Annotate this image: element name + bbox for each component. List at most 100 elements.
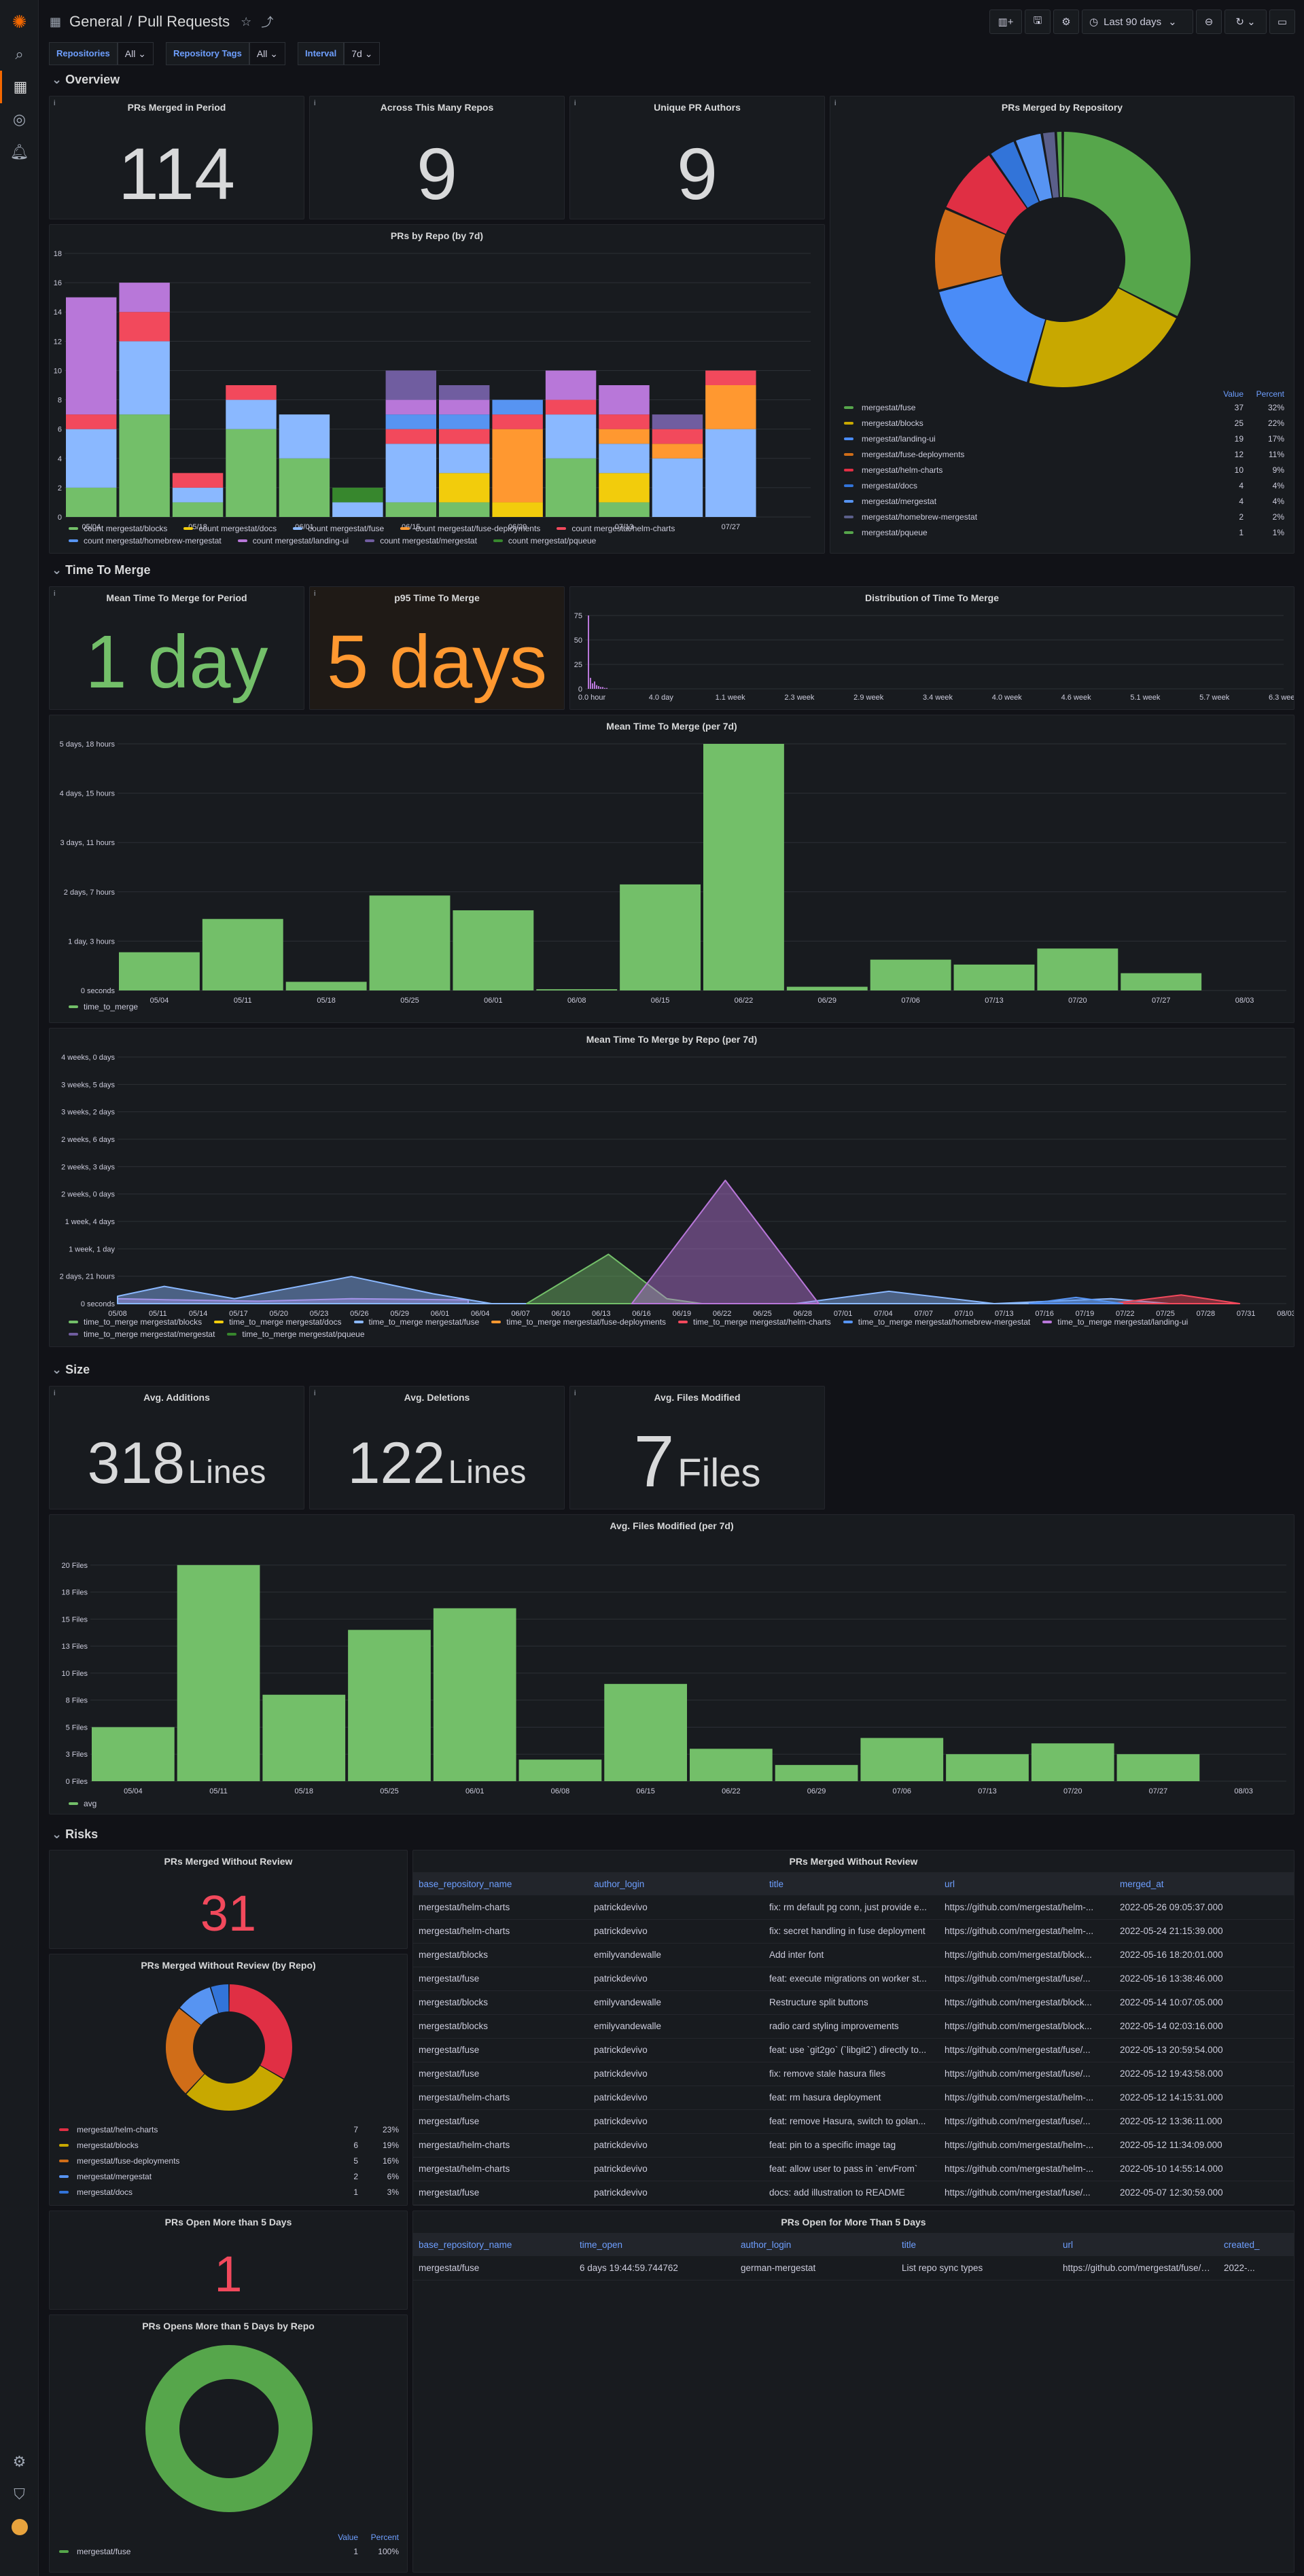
settings-icon[interactable]: ⚙ bbox=[12, 2453, 27, 2470]
info-icon[interactable]: i bbox=[574, 99, 576, 107]
column-header[interactable]: title bbox=[896, 2233, 1057, 2256]
legend-row[interactable]: mergestat/mergestat 2 6% bbox=[59, 2168, 399, 2184]
stat-open-5-days[interactable]: PRs Open More than 5 Days 1 bbox=[49, 2211, 408, 2310]
column-header[interactable]: url bbox=[939, 1872, 1114, 1895]
info-icon[interactable]: i bbox=[54, 1389, 56, 1397]
legend-item[interactable]: time_to_merge mergestat/pqueue bbox=[227, 1329, 365, 1339]
column-header[interactable]: merged_at bbox=[1114, 1872, 1294, 1895]
var-interval-select[interactable]: 7d ⌄ bbox=[344, 42, 381, 65]
legend-item[interactable]: time_to_merge mergestat/fuse bbox=[353, 1317, 479, 1327]
table-row[interactable]: mergestat/fuse patrickdevivo docs: add ill… bbox=[413, 2181, 1294, 2205]
search-icon[interactable]: ⌕ bbox=[15, 46, 24, 62]
legend-row[interactable]: mergestat/fuse 1 100% bbox=[59, 2543, 399, 2559]
dashboard-settings-button[interactable]: ⚙ bbox=[1053, 10, 1079, 34]
table-row[interactable]: mergestat/helm-charts patrickdevivo feat: … bbox=[413, 2157, 1294, 2181]
info-icon[interactable]: i bbox=[54, 99, 56, 107]
zoom-out-button[interactable]: ⊖ bbox=[1196, 10, 1222, 34]
legend-item[interactable]: time_to_merge mergestat/blocks bbox=[69, 1317, 202, 1327]
tv-mode-button[interactable]: ▭ bbox=[1269, 10, 1295, 34]
column-header[interactable]: created_ bbox=[1218, 2233, 1294, 2256]
chart-mean-ttm[interactable]: Mean Time To Merge (per 7d) 0 seconds 1 d… bbox=[49, 715, 1294, 1023]
column-header[interactable]: base_repository_name bbox=[413, 1872, 588, 1895]
chart-ttm-by-repo[interactable]: Mean Time To Merge by Repo (per 7d) 0 se… bbox=[49, 1028, 1294, 1347]
legend-item[interactable]: time_to_merge mergestat/homebrew-mergest… bbox=[843, 1317, 1030, 1327]
grafana-logo-icon[interactable]: ✺ bbox=[12, 11, 27, 32]
breadcrumb-folder[interactable]: General bbox=[69, 13, 123, 30]
legend-item[interactable]: time_to_merge bbox=[69, 1002, 138, 1012]
info-icon[interactable]: i bbox=[54, 590, 56, 598]
legend-row[interactable]: mergestat/fuse 37 32% bbox=[844, 399, 1284, 415]
column-header[interactable]: author_login bbox=[735, 2233, 896, 2256]
column-header[interactable]: author_login bbox=[588, 1872, 764, 1895]
table-row[interactable]: mergestat/fuse patrickdevivo feat: execute… bbox=[413, 1967, 1294, 1991]
info-icon[interactable]: i bbox=[834, 99, 836, 107]
var-repositories-select[interactable]: All ⌄ bbox=[117, 42, 154, 65]
info-icon[interactable]: i bbox=[574, 1389, 576, 1397]
stat-repos[interactable]: i Across This Many Repos 9 bbox=[309, 96, 565, 219]
dashboards-icon[interactable]: ▦ bbox=[0, 71, 39, 103]
column-header[interactable]: url bbox=[1057, 2233, 1218, 2256]
legend-row[interactable]: mergestat/pqueue 1 1% bbox=[844, 524, 1284, 540]
column-header[interactable]: time_open bbox=[574, 2233, 735, 2256]
table-open-5-days[interactable]: PRs Open for More Than 5 Days base_repos… bbox=[412, 2211, 1294, 2573]
legend-row[interactable]: mergestat/landing-ui 19 17% bbox=[844, 431, 1284, 446]
stat-avg-files[interactable]: i Avg. Files Modified 7 Files bbox=[569, 1386, 825, 1509]
explore-icon[interactable]: ◎ bbox=[12, 111, 27, 128]
legend-item[interactable]: count mergestat/landing-ui bbox=[237, 536, 349, 545]
column-header[interactable]: base_repository_name bbox=[413, 2233, 574, 2256]
info-icon[interactable]: i bbox=[314, 1389, 316, 1397]
time-picker[interactable]: ◷ Last 90 days ⌄ bbox=[1082, 10, 1193, 34]
row-size[interactable]: Size bbox=[52, 1363, 90, 1377]
table-row[interactable]: mergestat/blocks emilyvandewalle radio car… bbox=[413, 2014, 1294, 2039]
table-row[interactable]: mergestat/blocks emilyvandewalle Add inter… bbox=[413, 1943, 1294, 1967]
legend-row[interactable]: mergestat/mergestat 4 4% bbox=[844, 493, 1284, 509]
table-row[interactable]: mergestat/fuse patrickdevivo feat: use `gi… bbox=[413, 2038, 1294, 2062]
table-row[interactable]: mergestat/helm-charts patrickdevivo feat: … bbox=[413, 2133, 1294, 2158]
row-overview[interactable]: Overview bbox=[52, 73, 120, 87]
info-icon[interactable]: i bbox=[314, 99, 316, 107]
legend-row[interactable]: mergestat/blocks 25 22% bbox=[844, 415, 1284, 431]
page-title[interactable]: Pull Requests bbox=[137, 13, 230, 30]
info-icon[interactable]: i bbox=[314, 590, 316, 598]
legend-item[interactable]: count mergestat/helm-charts bbox=[557, 524, 675, 533]
legend-row[interactable]: mergestat/fuse-deployments 12 11% bbox=[844, 446, 1284, 462]
legend-item[interactable]: time_to_merge mergestat/helm-charts bbox=[678, 1317, 831, 1327]
pie-prs-by-repo[interactable]: i PRs Merged by Repository Value Percent … bbox=[830, 96, 1294, 554]
stat-no-review[interactable]: PRs Merged Without Review 31 bbox=[49, 1850, 408, 1949]
stat-prs-merged[interactable]: i PRs Merged in Period 114 bbox=[49, 96, 304, 219]
column-header[interactable]: title bbox=[764, 1872, 939, 1895]
add-panel-button[interactable]: ▥+ bbox=[989, 10, 1022, 34]
legend-row[interactable]: mergestat/homebrew-mergestat 2 2% bbox=[844, 509, 1284, 524]
chart-ttm-distribution[interactable]: Distribution of Time To Merge 0 25 50 75 0.0… bbox=[569, 586, 1294, 710]
legend-item[interactable]: count mergestat/mergestat bbox=[365, 536, 477, 545]
stat-avg-deletions[interactable]: i Avg. Deletions 122 Lines bbox=[309, 1386, 565, 1509]
legend-item[interactable]: count mergestat/blocks bbox=[69, 524, 167, 533]
row-time-to-merge[interactable]: Time To Merge bbox=[52, 563, 150, 577]
legend-row[interactable]: mergestat/docs 1 3% bbox=[59, 2184, 399, 2200]
stat-mean-ttm[interactable]: i Mean Time To Merge for Period 1 day bbox=[49, 586, 304, 710]
legend-item[interactable]: time_to_merge mergestat/landing-ui bbox=[1042, 1317, 1188, 1327]
stat-p95-ttm[interactable]: i p95 Time To Merge 5 days bbox=[309, 586, 565, 710]
table-row[interactable]: mergestat/helm-charts patrickdevivo feat: … bbox=[413, 2086, 1294, 2110]
row-risks[interactable]: Risks bbox=[52, 1827, 98, 1842]
table-row[interactable]: mergestat/helm-charts patrickdevivo fix: r… bbox=[413, 1895, 1294, 1920]
star-icon[interactable]: ☆ bbox=[241, 14, 252, 29]
legend-item[interactable]: avg bbox=[69, 1799, 96, 1808]
refresh-button[interactable]: ↻ ⌄ bbox=[1224, 10, 1267, 34]
pie-open-by-repo[interactable]: PRs Opens More than 5 Days by Repo Value… bbox=[49, 2314, 408, 2573]
legend-item[interactable]: count mergestat/fuse bbox=[293, 524, 384, 533]
legend-item[interactable]: count mergestat/fuse-deployments bbox=[400, 524, 540, 533]
table-no-review[interactable]: PRs Merged Without Review base_repositor… bbox=[412, 1850, 1294, 2206]
table-row[interactable]: mergestat/helm-charts patrickdevivo fix: s… bbox=[413, 1919, 1294, 1944]
stat-authors[interactable]: i Unique PR Authors 9 bbox=[569, 96, 825, 219]
legend-row[interactable]: mergestat/blocks 6 19% bbox=[59, 2137, 399, 2153]
table-row[interactable]: mergestat/fuse patrickdevivo fix: remove s… bbox=[413, 2062, 1294, 2086]
legend-row[interactable]: mergestat/fuse-deployments 5 16% bbox=[59, 2153, 399, 2168]
table-row[interactable]: mergestat/fuse patrickdevivo feat: remove … bbox=[413, 2109, 1294, 2134]
table-row[interactable]: mergestat/blocks emilyvandewalle Restructu… bbox=[413, 1990, 1294, 2015]
avatar[interactable] bbox=[0, 2511, 39, 2543]
alerting-icon[interactable]: 🔔︎ bbox=[10, 143, 29, 160]
legend-item[interactable]: time_to_merge mergestat/docs bbox=[214, 1317, 342, 1327]
legend-row[interactable]: mergestat/helm-charts 10 9% bbox=[844, 462, 1284, 478]
legend-item[interactable]: time_to_merge mergestat/mergestat bbox=[69, 1329, 215, 1339]
